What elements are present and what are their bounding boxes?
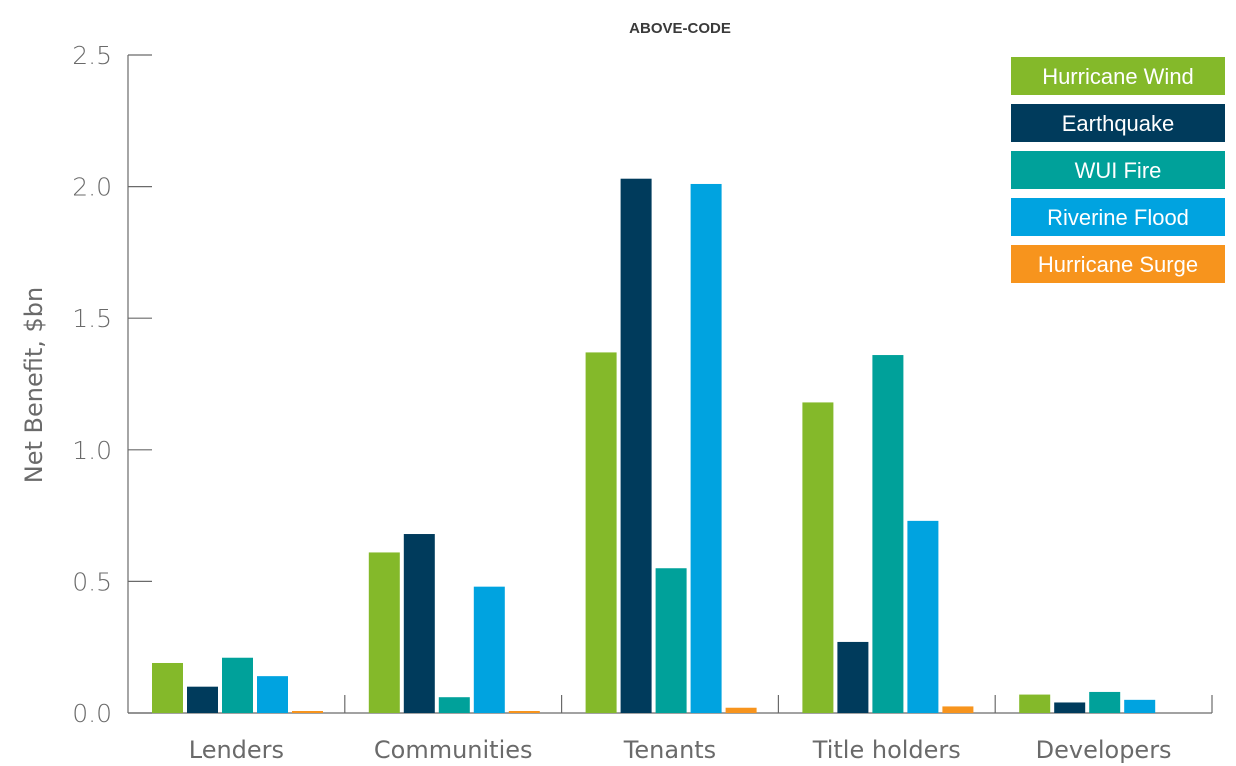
bar-earthquake-title-holders xyxy=(837,641,869,713)
legend-swatch xyxy=(1011,57,1225,95)
x-category-label: Communities xyxy=(374,736,533,764)
x-category-label: Tenants xyxy=(623,736,716,764)
legend-label: WUI Fire xyxy=(1075,158,1162,183)
bar-wui-fire-tenants xyxy=(655,568,687,713)
legend: Hurricane Wind Earthquake WUI Fire Riverine… xyxy=(1011,57,1225,283)
bar-hurricane-surge-lenders xyxy=(292,711,323,713)
y-tick-label: 2.0 xyxy=(72,173,112,202)
legend-swatch xyxy=(1011,104,1225,142)
bar-riverine-flood-tenants xyxy=(690,183,722,713)
bar-hurricane-surge-title-holders xyxy=(942,706,974,713)
y-tick-label: 2.5 xyxy=(72,41,112,70)
bar-earthquake-tenants xyxy=(620,178,652,714)
y-axis-ticks: 0.0 0.5 1.0 1.5 2.0 2.5 xyxy=(72,41,152,728)
y-tick-label: 0.0 xyxy=(72,699,112,728)
legend-item: Hurricane Wind xyxy=(1011,57,1225,95)
bar-hurricane-wind-tenants xyxy=(585,352,617,713)
bars xyxy=(152,178,1156,714)
bar-riverine-flood-developers xyxy=(1124,699,1156,713)
legend-item: Earthquake xyxy=(1011,104,1225,142)
bar-hurricane-wind-communities xyxy=(368,552,400,713)
bar-hurricane-wind-developers xyxy=(1019,694,1051,713)
y-axis-title: Net Benefit, $bn xyxy=(20,287,48,483)
legend-item: Hurricane Surge xyxy=(1011,245,1225,283)
legend-swatch xyxy=(1011,245,1225,283)
bar-wui-fire-communities xyxy=(438,697,470,713)
bar-riverine-flood-communities xyxy=(473,586,505,713)
bar-earthquake-lenders xyxy=(187,686,218,713)
bar-wui-fire-developers xyxy=(1089,691,1121,713)
x-category-label: Title holders xyxy=(812,736,961,764)
bar-wui-fire-lenders xyxy=(222,657,253,713)
chart-title: ABOVE-CODE xyxy=(629,20,731,37)
y-tick-label: 0.5 xyxy=(72,567,112,596)
legend-label: Earthquake xyxy=(1062,111,1175,136)
bar-hurricane-wind-title-holders xyxy=(802,402,834,713)
y-tick-label: 1.5 xyxy=(72,304,112,333)
bar-riverine-flood-lenders xyxy=(257,676,288,713)
bar-hurricane-surge-communities xyxy=(508,711,540,713)
bar-riverine-flood-title-holders xyxy=(907,520,939,713)
y-tick-label: 1.0 xyxy=(72,436,112,465)
legend-label: Riverine Flood xyxy=(1047,205,1189,230)
legend-item: Riverine Flood xyxy=(1011,198,1225,236)
x-category-label: Developers xyxy=(1036,736,1172,764)
bar-wui-fire-title-holders xyxy=(872,355,904,713)
bar-hurricane-wind-lenders xyxy=(152,662,183,713)
x-category-label: Lenders xyxy=(189,736,284,764)
legend-label: Hurricane Surge xyxy=(1038,252,1198,277)
legend-label: Hurricane Wind xyxy=(1042,64,1194,89)
bar-hurricane-surge-tenants xyxy=(725,707,757,713)
legend-swatch xyxy=(1011,198,1225,236)
bar-earthquake-communities xyxy=(403,534,435,713)
legend-item: WUI Fire xyxy=(1011,151,1225,189)
x-axis-labels: Lenders Communities Tenants Title holders De… xyxy=(189,736,1172,764)
legend-swatch xyxy=(1011,151,1225,189)
bar-earthquake-developers xyxy=(1054,702,1086,713)
